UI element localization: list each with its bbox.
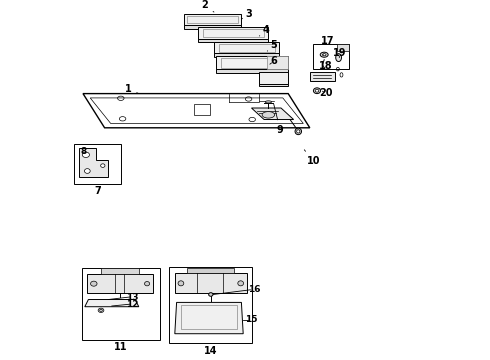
Text: 19: 19	[333, 48, 346, 58]
Ellipse shape	[178, 281, 184, 286]
Bar	[170, 267, 252, 343]
Ellipse shape	[84, 168, 90, 174]
Polygon shape	[85, 300, 139, 307]
Ellipse shape	[209, 293, 213, 296]
Text: 3: 3	[242, 9, 252, 19]
Text: 7: 7	[94, 186, 101, 196]
Polygon shape	[267, 56, 288, 69]
Polygon shape	[198, 39, 269, 42]
Ellipse shape	[100, 309, 102, 311]
Polygon shape	[175, 302, 243, 334]
Polygon shape	[175, 273, 247, 293]
Ellipse shape	[262, 112, 275, 118]
Polygon shape	[216, 69, 288, 73]
Ellipse shape	[91, 281, 97, 286]
Text: 18: 18	[319, 55, 333, 71]
Text: 16: 16	[248, 285, 260, 294]
Polygon shape	[259, 84, 288, 86]
Polygon shape	[215, 42, 279, 53]
Ellipse shape	[238, 281, 244, 286]
Polygon shape	[259, 72, 288, 84]
Polygon shape	[187, 268, 234, 273]
Text: 2: 2	[201, 0, 214, 12]
Polygon shape	[251, 108, 294, 120]
Text: 11: 11	[114, 342, 127, 352]
Bar	[74, 144, 121, 184]
Polygon shape	[79, 148, 108, 177]
Polygon shape	[310, 72, 335, 81]
Ellipse shape	[145, 282, 149, 286]
Text: 20: 20	[319, 88, 333, 98]
Polygon shape	[216, 56, 288, 69]
Text: 8: 8	[80, 148, 87, 156]
Polygon shape	[101, 268, 139, 274]
Ellipse shape	[265, 101, 271, 103]
Ellipse shape	[314, 88, 320, 94]
Polygon shape	[194, 104, 210, 115]
Ellipse shape	[98, 308, 104, 312]
Text: 9: 9	[274, 104, 284, 135]
Ellipse shape	[315, 89, 319, 92]
Ellipse shape	[336, 54, 342, 62]
Polygon shape	[314, 44, 349, 69]
Polygon shape	[215, 53, 279, 57]
Text: 15: 15	[245, 315, 258, 324]
Text: 12: 12	[126, 300, 139, 309]
Text: 17: 17	[321, 36, 335, 46]
Ellipse shape	[295, 128, 301, 135]
Text: 4: 4	[259, 25, 270, 36]
Polygon shape	[198, 27, 269, 39]
Ellipse shape	[320, 52, 328, 57]
Polygon shape	[184, 14, 242, 25]
Text: 14: 14	[204, 346, 218, 356]
Polygon shape	[184, 25, 242, 29]
Text: 6: 6	[270, 56, 277, 66]
Ellipse shape	[322, 54, 326, 56]
Text: 1: 1	[124, 84, 139, 94]
Polygon shape	[87, 274, 153, 293]
Text: 5: 5	[268, 40, 277, 51]
Ellipse shape	[296, 130, 300, 133]
Ellipse shape	[100, 164, 105, 167]
Polygon shape	[337, 44, 349, 51]
Ellipse shape	[82, 152, 90, 158]
Bar	[82, 268, 160, 340]
Polygon shape	[83, 94, 310, 128]
Text: 13: 13	[126, 292, 139, 302]
Text: 10: 10	[304, 150, 320, 166]
